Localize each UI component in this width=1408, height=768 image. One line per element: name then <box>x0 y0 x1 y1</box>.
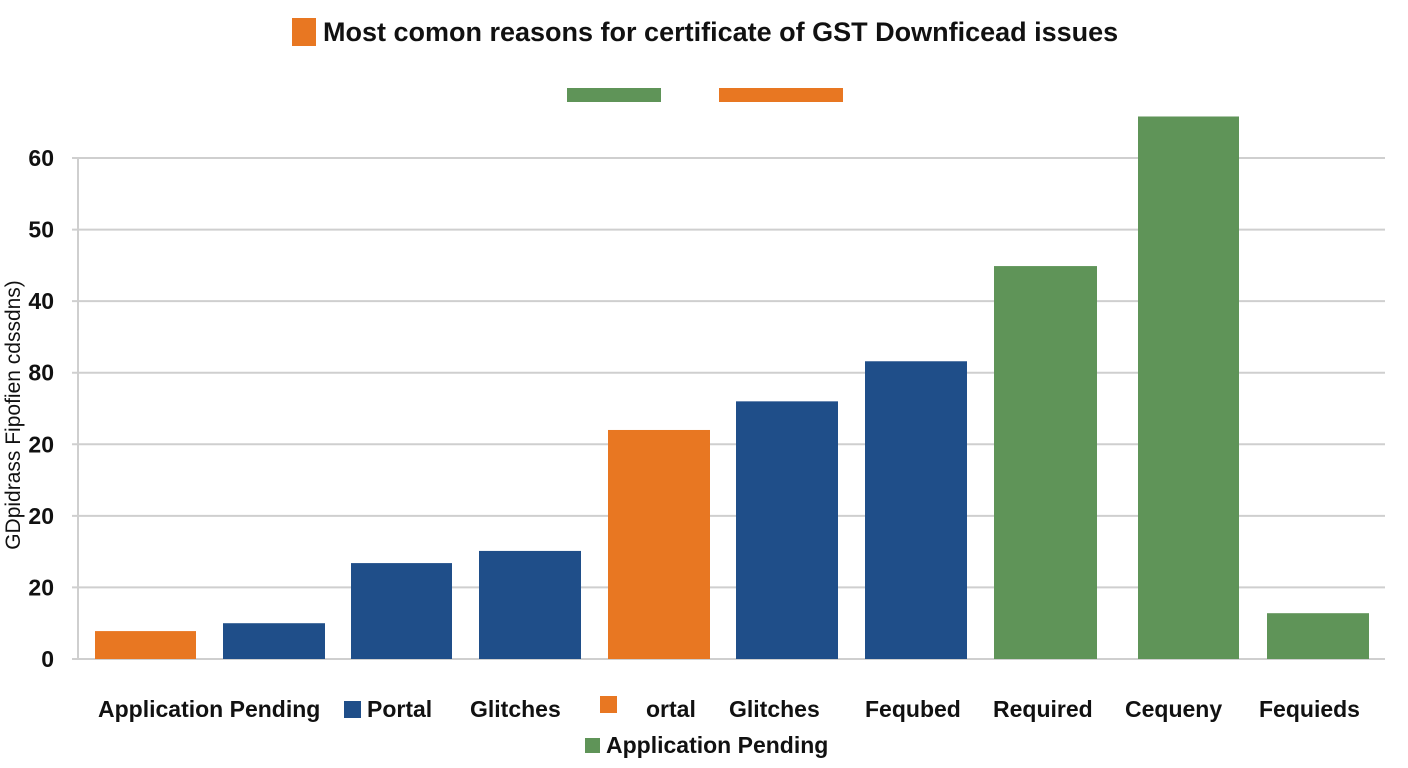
x-tick-label: Application Pending <box>98 696 320 723</box>
bar <box>351 563 452 659</box>
y-tick-label: 80 <box>28 360 54 386</box>
y-tick-label: 40 <box>28 288 54 314</box>
y-tick-label: 0 <box>41 646 54 672</box>
bar <box>865 361 967 659</box>
bar <box>95 631 196 659</box>
bar <box>479 550 581 659</box>
x-tick-label: Portal <box>344 696 432 723</box>
x-tick-label: Fequieds <box>1259 696 1360 723</box>
x-tick-label: Cequeny <box>1125 696 1222 723</box>
x-tick-label <box>600 696 623 713</box>
title-swatch-icon <box>292 18 316 46</box>
y-tick-label: 50 <box>28 217 54 243</box>
y-tick-label: 20 <box>28 503 54 529</box>
bar <box>994 266 1097 659</box>
chart-title-text: Most comon reasons for certificate of GS… <box>323 16 1119 47</box>
bar <box>736 401 838 659</box>
bar <box>1138 116 1239 659</box>
y-tick-label: 20 <box>28 574 54 600</box>
x-tick-text: Fequieds <box>1259 696 1360 722</box>
x-tick-label: Glitches <box>729 696 820 723</box>
bar <box>1267 613 1369 659</box>
x-tick-label: Fequbed <box>865 696 961 723</box>
x-tick-label: ortal <box>646 696 696 723</box>
legend-bottom: Application Pending <box>585 732 828 759</box>
x-tick-text: Glitches <box>729 696 820 722</box>
chart-title: Most comon reasons for certificate of GS… <box>292 16 1118 48</box>
legend-swatch-icon <box>585 738 600 753</box>
x-tick-label: Required <box>993 696 1093 723</box>
x-tick-label: Glitches <box>470 696 561 723</box>
y-tick-label: 60 <box>28 145 54 171</box>
x-tick-text: ortal <box>646 696 696 722</box>
x-tick-text: Cequeny <box>1125 696 1223 722</box>
x-tick-text: Glitches <box>470 696 561 722</box>
swatch-icon <box>600 696 617 713</box>
x-tick-text: Application Pending <box>98 696 321 722</box>
legend-top-swatch <box>719 88 843 102</box>
legend-top-swatch <box>567 88 661 102</box>
x-tick-text: Fequbed <box>865 696 961 722</box>
x-tick-text: Required <box>993 696 1093 722</box>
bar <box>223 623 325 659</box>
swatch-icon <box>344 701 361 718</box>
legend-label: Application Pending <box>606 732 829 758</box>
x-tick-text: Portal <box>367 696 433 722</box>
bar <box>608 429 710 659</box>
y-tick-label: 20 <box>28 431 54 457</box>
